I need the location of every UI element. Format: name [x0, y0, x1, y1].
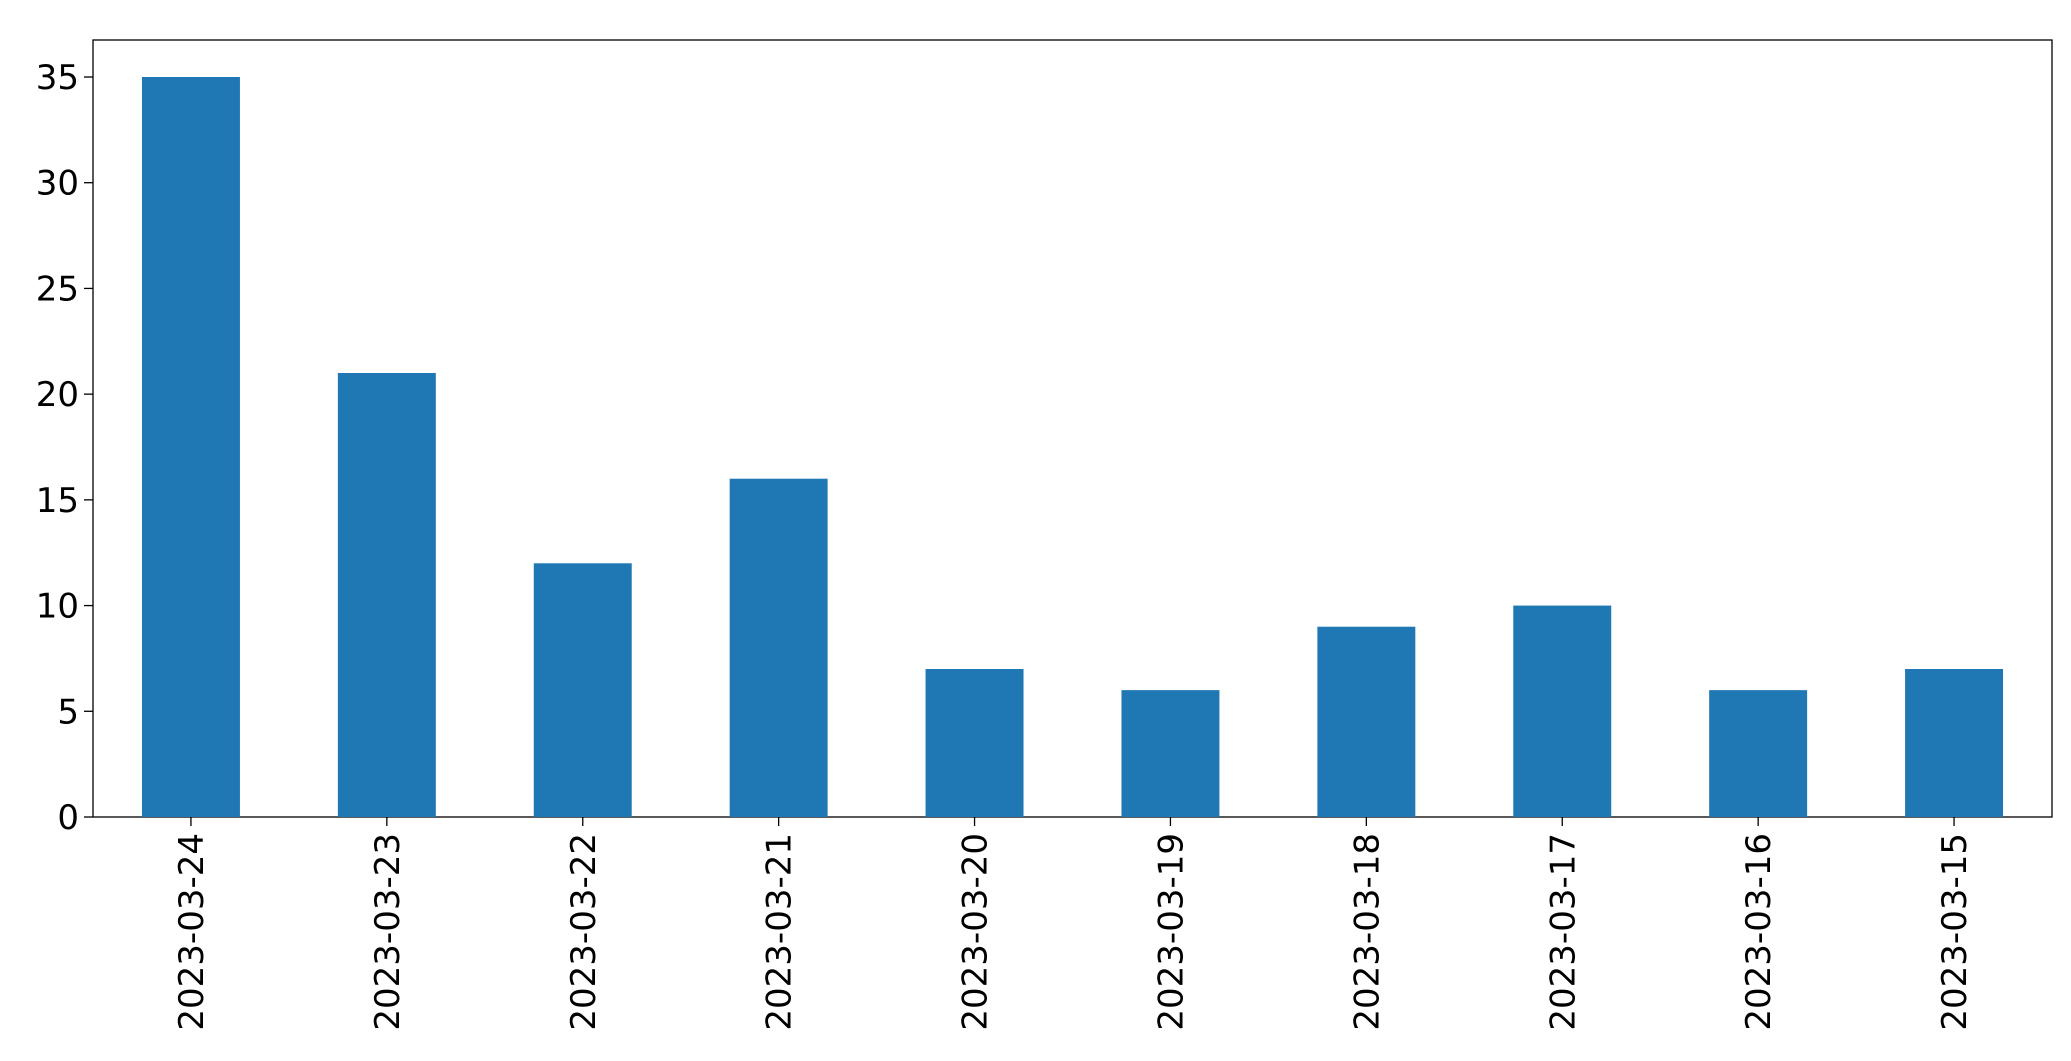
- y-tick-label: 25: [36, 269, 79, 309]
- x-tick-label: 2023-03-15: [1935, 833, 1975, 1031]
- x-tick-label: 2023-03-21: [760, 833, 800, 1031]
- y-tick-label: 20: [36, 375, 79, 415]
- plot-frame: [92, 39, 2053, 818]
- x-tick-label: 2023-03-20: [956, 833, 996, 1031]
- bar: [925, 669, 1024, 817]
- bar: [729, 478, 828, 817]
- x-tick-label: 2023-03-17: [1543, 833, 1583, 1031]
- bar: [1121, 690, 1220, 817]
- x-tick-label: 2023-03-24: [172, 833, 212, 1031]
- y-tick-label: 10: [36, 587, 79, 627]
- bar: [533, 563, 632, 817]
- bar: [1905, 669, 2004, 817]
- bar: [1317, 626, 1416, 817]
- y-tick-label: 15: [36, 481, 79, 521]
- y-tick-label: 5: [57, 692, 79, 732]
- x-tick-label: 2023-03-23: [368, 833, 408, 1031]
- x-tick-label: 2023-03-16: [1739, 833, 1779, 1031]
- bar: [337, 373, 436, 817]
- y-tick-label: 30: [36, 164, 79, 204]
- bar: [1709, 690, 1808, 817]
- bar: [1513, 605, 1612, 817]
- x-tick-label: 2023-03-18: [1347, 833, 1387, 1031]
- y-tick-label: 35: [36, 58, 79, 98]
- x-tick-label: 2023-03-22: [564, 833, 604, 1031]
- bar: [141, 77, 240, 817]
- x-tick-label: 2023-03-19: [1151, 833, 1191, 1031]
- y-tick-label: 0: [57, 798, 79, 838]
